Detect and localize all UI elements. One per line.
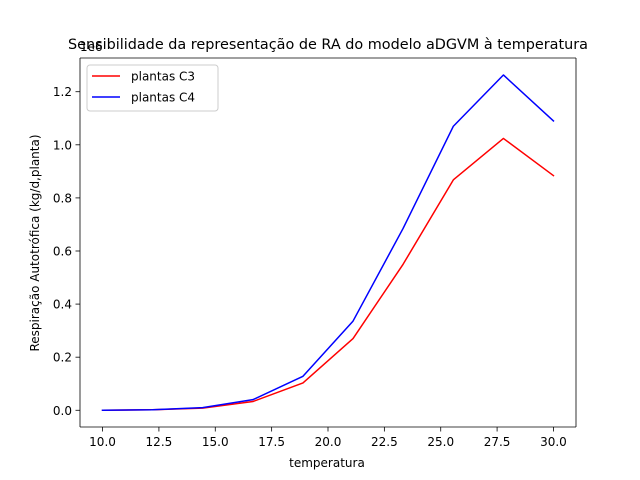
x-tick-label: 25.0: [427, 435, 454, 449]
x-tick-label: 27.5: [484, 435, 511, 449]
x-tick-label: 10.0: [89, 435, 116, 449]
x-axis-label: temperatura: [289, 456, 365, 470]
y-tick-label: 1.0: [53, 138, 72, 152]
y-axis-label: Respiração Autotrófica (kg/d,planta): [28, 134, 42, 351]
x-tick-label: 22.5: [371, 435, 398, 449]
legend: plantas C3 plantas C4: [86, 64, 219, 112]
legend-label-1: plantas C3: [131, 70, 195, 84]
x-tick-label: 12.5: [146, 435, 173, 449]
x-tick-label: 20.0: [315, 435, 342, 449]
y-tick-label: 0.4: [53, 298, 72, 312]
x-tick-label: 17.5: [258, 435, 285, 449]
y-tick-label: 0.6: [53, 244, 72, 258]
x-axis-ticks: 10.0 12.5 15.0 17.5 20.0 22.5 25.0 27.5 30.0: [89, 427, 567, 449]
y-axis-offset-text: 1e6: [80, 40, 103, 54]
y-tick-label: 1.2: [53, 85, 72, 99]
series-layer: [101, 74, 555, 412]
chart-title: Sensibilidade da representação de RA do …: [68, 37, 588, 53]
y-tick-label: 0.0: [53, 404, 72, 418]
y-axis-ticks: 0.0 0.2 0.4 0.6 0.8 1.0 1.2: [53, 85, 80, 418]
x-tick-label: 30.0: [540, 435, 567, 449]
x-tick-label: 15.0: [202, 435, 229, 449]
y-tick-label: 0.2: [53, 351, 72, 365]
series-line-2: [101, 74, 555, 412]
legend-label-2: plantas C4: [131, 91, 195, 105]
y-tick-label: 0.8: [53, 191, 72, 205]
